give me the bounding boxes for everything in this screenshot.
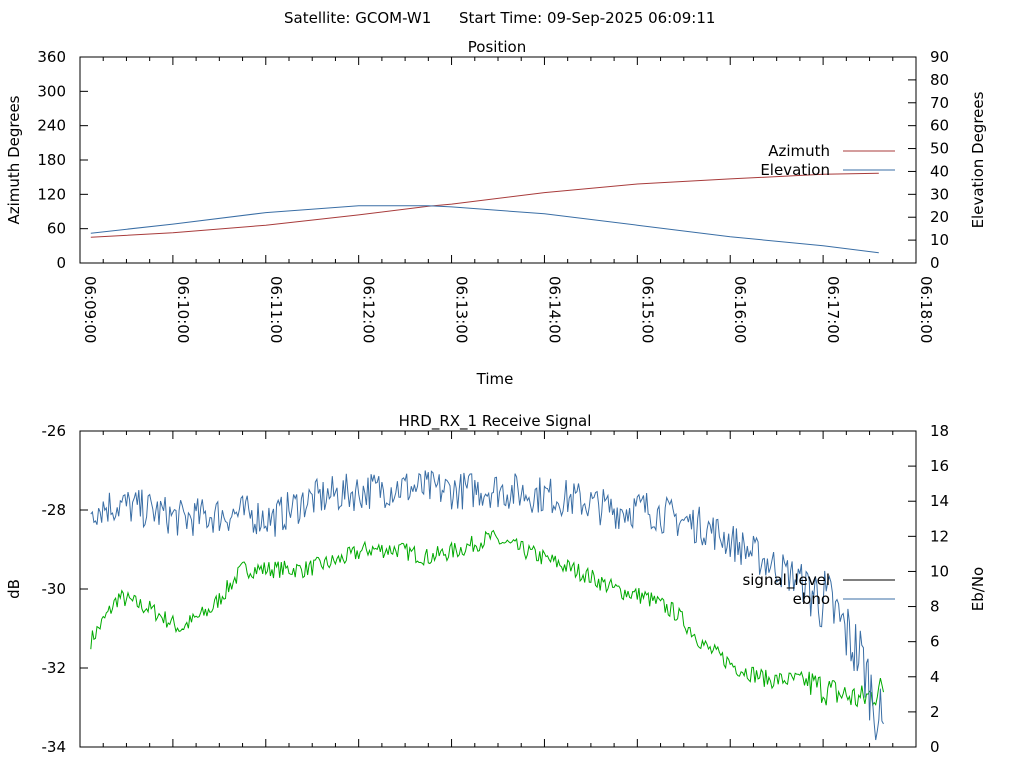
y-tick-label: 300 xyxy=(37,82,66,100)
position-ticks: 0 60 120 180 240 300 360 0 10 20 30 40 50 60 70 80 90 06:… xyxy=(37,48,949,343)
y2-tick-label: 10 xyxy=(930,231,949,249)
y-tick-label: -34 xyxy=(42,738,67,756)
y2-tick-label: 0 xyxy=(930,254,940,272)
y2-tick-label: 60 xyxy=(930,117,949,135)
legend-signal-level-label: signal_level xyxy=(742,571,830,590)
satellite-label: Satellite: GCOM-W1 xyxy=(284,9,431,27)
y2-tick-label: 10 xyxy=(930,562,949,580)
y-tick-label: 60 xyxy=(47,220,66,238)
y2-tick-label: 70 xyxy=(930,94,949,112)
legend-azimuth-label: Azimuth xyxy=(768,142,830,160)
position-legend: Azimuth Elevation xyxy=(760,142,895,179)
y-tick-label: -32 xyxy=(42,659,67,677)
y2-tick-label: 16 xyxy=(930,457,949,475)
signal-y-axis-label: dB xyxy=(5,579,23,599)
y2-tick-label: 2 xyxy=(930,703,940,721)
position-chart-title: Position xyxy=(468,38,526,56)
position-y-axis-label: Azimuth Degrees xyxy=(5,95,23,224)
y2-tick-label: 90 xyxy=(930,48,949,66)
x-tick-label: 06:12:00 xyxy=(360,276,378,343)
y2-tick-label: 0 xyxy=(930,738,940,756)
y2-tick-label: 50 xyxy=(930,140,949,158)
series-line-azimuth xyxy=(90,172,879,238)
y2-tick-label: 40 xyxy=(930,162,949,180)
signal-series xyxy=(90,470,884,741)
x-tick-label: 06:10:00 xyxy=(174,276,192,343)
y-tick-label: 240 xyxy=(37,117,66,135)
x-tick-label: 06:18:00 xyxy=(917,276,935,343)
start-time-label: Start Time: 09-Sep-2025 06:09:11 xyxy=(459,9,715,27)
x-tick-label: 06:16:00 xyxy=(731,276,749,343)
y-tick-label: 360 xyxy=(37,48,66,66)
y-tick-label: 0 xyxy=(56,254,66,272)
x-tick-label: 06:09:00 xyxy=(81,276,99,343)
y2-tick-label: 12 xyxy=(930,527,949,545)
y2-tick-label: 14 xyxy=(930,492,949,510)
x-tick-label: 06:11:00 xyxy=(267,276,285,343)
signal-plot-frame xyxy=(79,430,917,748)
y-tick-label: 180 xyxy=(37,151,66,169)
x-tick-label: 06:15:00 xyxy=(638,276,656,343)
position-series xyxy=(90,172,879,254)
legend-elevation-label: Elevation xyxy=(760,161,830,179)
series-line-elevation xyxy=(90,205,879,254)
x-tick-label: 06:14:00 xyxy=(545,276,563,343)
x-tick-label: 06:17:00 xyxy=(824,276,842,343)
y2-tick-label: 8 xyxy=(930,598,940,616)
y-tick-label: 120 xyxy=(37,185,66,203)
position-y2-axis-label: Elevation Degrees xyxy=(969,91,987,228)
y-tick-label: -28 xyxy=(42,501,67,519)
y2-tick-label: 18 xyxy=(930,422,949,440)
y2-tick-label: 20 xyxy=(930,208,949,226)
signal-ticks: -34 -32 -30 -28 -26 0 2 4 6 8 10 12 14 16 18 xyxy=(42,422,950,756)
y2-tick-label: 6 xyxy=(930,633,940,651)
y-tick-label: -26 xyxy=(42,422,67,440)
signal-y2-axis-label: Eb/No xyxy=(969,567,987,611)
y2-tick-label: 80 xyxy=(930,71,949,89)
series-line-ebno xyxy=(90,470,884,741)
series-line-signal_level xyxy=(90,529,884,708)
y-tick-label: -30 xyxy=(42,580,67,598)
y2-tick-label: 30 xyxy=(930,185,949,203)
legend-ebno-label: ebno xyxy=(793,590,830,608)
x-tick-label: 06:13:00 xyxy=(453,276,471,343)
position-x-axis-label: Time xyxy=(476,370,514,388)
signal-chart-title: HRD_RX_1 Receive Signal xyxy=(399,412,592,431)
y2-tick-label: 4 xyxy=(930,668,940,686)
position-plot-frame xyxy=(79,56,917,264)
signal-legend: signal_level ebno xyxy=(742,571,895,608)
